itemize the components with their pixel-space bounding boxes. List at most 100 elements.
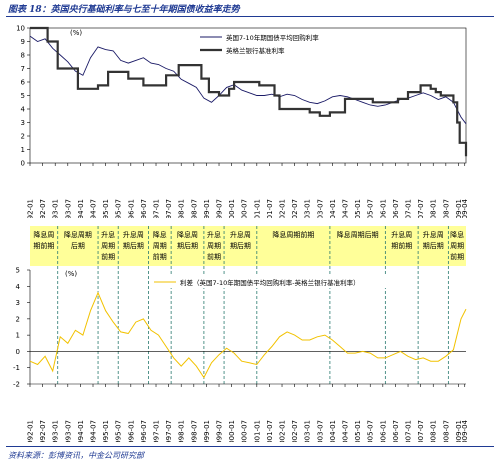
phase-label: 降息周期后期	[64, 230, 92, 250]
series-line-spread	[29, 291, 467, 379]
y-tick-label: 4	[16, 283, 21, 291]
y-tick-label: 10	[16, 25, 25, 33]
phase-label: 降息周期后期	[177, 230, 198, 250]
source-divider	[6, 446, 494, 447]
x-tick-label: 2000-01	[228, 199, 236, 218]
spread-line-chart: 降息周期前期降息周期后期升息周期前期升息周期后期降息周期前期降息周期后期升息周期…	[13, 226, 469, 443]
x-tick-label: 2007-01	[405, 420, 413, 442]
x-tick-label: 1994-01	[77, 420, 85, 442]
phase-label: 降息周期前期	[153, 230, 167, 261]
x-tick-label: 1999-01	[203, 420, 211, 442]
y-tick-label: 9	[21, 38, 25, 46]
x-tick-label: 1995-07	[115, 199, 123, 218]
x-tick-label: 2009-04	[461, 198, 469, 218]
x-tick-label: 1996-01	[127, 420, 135, 442]
x-tick-label: 1992-01	[27, 420, 35, 442]
x-tick-label: 2001-01	[253, 420, 261, 442]
y-tick-label: 2	[21, 133, 25, 141]
x-tick-label: 2000-07	[241, 420, 249, 442]
legend-box	[150, 276, 395, 288]
phase-label: 降息周期前期	[450, 230, 464, 261]
y-tick-label: 1	[16, 332, 20, 340]
chart-title: 图表 18：英国央行基础利率与七至十年期国债收益率走势	[8, 5, 240, 15]
phase-bands: 降息周期前期降息周期后期升息周期前期升息周期后期降息周期前期降息周期后期升息周期…	[30, 226, 466, 384]
chart1-series	[29, 26, 468, 157]
x-tick-label: 1992-07	[39, 199, 47, 218]
legend-label-gilt: 英国7-10年期国债平均回购利率	[226, 33, 319, 42]
x-tick-label: 1998-07	[190, 420, 198, 442]
x-tick-label: 2005-01	[354, 420, 362, 442]
x-tick-label: 1997-07	[165, 199, 173, 218]
x-tick-label: 2005-01	[354, 199, 362, 218]
x-tick-label: 2006-01	[379, 199, 387, 218]
x-tick-label: 2008-07	[442, 420, 450, 442]
x-tick-label: 1992-07	[39, 420, 47, 442]
x-tick-label: 2001-07	[266, 420, 274, 442]
series-line-base-rate	[30, 26, 468, 157]
unit-label: (%)	[65, 270, 77, 278]
y-tick-label: 6	[21, 79, 26, 87]
x-tick-label: 2005-07	[367, 199, 375, 218]
x-tick-label: 2002-07	[291, 420, 299, 442]
x-tick-label: 2008-01	[430, 420, 438, 442]
x-tick-label: 2006-01	[379, 420, 387, 442]
y-tick-label: 3	[21, 119, 25, 127]
y-tick-label: 8	[21, 52, 25, 60]
phase-label: 降息周期前期	[33, 230, 54, 250]
legend-label-base: 英格兰银行基准利率	[226, 46, 285, 55]
x-tick-label: 1993-01	[52, 199, 60, 218]
x-tick-label: 1995-01	[102, 420, 110, 442]
x-tick-label: 2009-01	[455, 199, 463, 218]
x-tick-label: 2006-07	[392, 199, 400, 218]
title-divider	[6, 16, 494, 17]
y-tick-label: -1	[13, 364, 20, 372]
phase-label: 升息周期后期	[123, 230, 144, 250]
phase-label: 降息周期后期	[337, 230, 379, 239]
x-tick-label: 1992-01	[27, 199, 35, 218]
legend-label-spread: 利差（英国7-10年期国债平均回购利率-英格兰银行基准利率）	[180, 278, 360, 287]
phase-label: 降息周期前期	[272, 230, 314, 239]
x-tick-label: 1998-07	[190, 199, 198, 218]
x-tick-label: 2003-07	[316, 199, 324, 218]
x-tick-label: 2008-01	[430, 199, 438, 218]
phase-label: 升息周期前期	[207, 230, 221, 261]
y-tick-label: 4	[21, 106, 26, 114]
phase-label: 升息周期前期	[101, 230, 115, 261]
x-tick-label: 1996-01	[127, 199, 135, 218]
y-tick-label: 0	[21, 160, 25, 168]
x-tick-label: 1999-01	[203, 199, 211, 218]
x-tick-label: 2002-01	[279, 420, 287, 442]
y-tick-label: 2	[16, 315, 20, 323]
x-tick-label: 1995-07	[115, 420, 123, 442]
phase-label: 升息周期后期	[423, 230, 444, 250]
x-tick-label: 2004-07	[342, 199, 350, 218]
chart1-axes: 0 1 2 3 4 5 6 7 8 9 10 (%) 1992-01 1992-07 1993-01 1993…	[16, 25, 469, 219]
unit-label: (%)	[70, 29, 82, 37]
x-tick-label: 2004-01	[329, 420, 337, 442]
y-tick-label: 3	[16, 299, 20, 307]
x-tick-label: 1997-07	[165, 420, 173, 442]
x-tick-label: 1999-07	[216, 199, 224, 218]
x-tick-label: 2009-01	[455, 420, 463, 442]
x-tick-label: 1994-07	[90, 199, 98, 218]
x-tick-label: 2005-07	[367, 420, 375, 442]
x-tick-label: 1996-07	[140, 420, 148, 442]
x-tick-label: 2001-07	[266, 199, 274, 218]
chart2-axes: -2 -1 0 1 2 3 4 5 (%) 1992-01 1992-07 1993-01 1993-0…	[13, 267, 469, 443]
y-tick-label: 7	[21, 65, 25, 73]
y-tick-label: -2	[13, 381, 20, 389]
x-tick-label: 2004-07	[342, 420, 350, 442]
x-tick-label: 1998-01	[178, 199, 186, 218]
x-tick-label: 1997-01	[153, 420, 161, 442]
x-tick-label: 2003-01	[304, 199, 312, 218]
x-tick-label: 2004-01	[329, 199, 337, 218]
x-tick-label: 1993-07	[64, 420, 72, 442]
x-tick-label: 2000-07	[241, 199, 249, 218]
y-tick-label: 1	[21, 146, 25, 154]
x-tick-label: 1994-07	[90, 420, 98, 442]
x-tick-label: 2009-04	[461, 419, 469, 442]
y-tick-label: 5	[21, 92, 25, 100]
x-tick-label: 2008-07	[442, 199, 450, 218]
x-tick-label: 2002-07	[291, 199, 299, 218]
